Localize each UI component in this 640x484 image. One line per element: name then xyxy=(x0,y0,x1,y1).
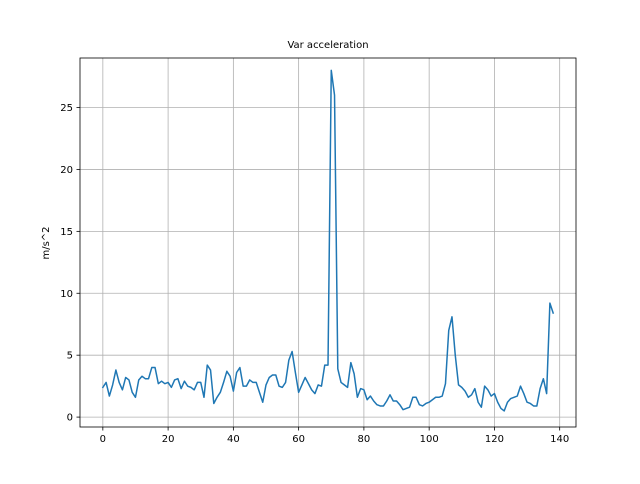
x-tick-label-40: 40 xyxy=(227,434,240,445)
y-tick-label-15: 15 xyxy=(60,227,73,238)
x-axis: 0 20 40 60 80 100 120 140 xyxy=(100,427,569,445)
y-axis: 0 5 10 15 20 25 xyxy=(60,103,80,424)
chart-title: Var acceleration xyxy=(287,40,368,51)
series-line-0 xyxy=(101,69,555,412)
x-tick-label-20: 20 xyxy=(162,434,175,445)
y-tick-label-20: 20 xyxy=(60,165,73,176)
x-tick-label-80: 80 xyxy=(358,434,371,445)
y-tick-label-10: 10 xyxy=(60,289,73,300)
plot-frame xyxy=(79,57,577,428)
series-layer xyxy=(101,69,555,412)
x-tick-label-120: 120 xyxy=(485,434,504,445)
x-tick-label-60: 60 xyxy=(292,434,305,445)
grid-layer xyxy=(80,58,576,427)
y-tick-label-0: 0 xyxy=(67,413,73,424)
y-tick-label-5: 5 xyxy=(67,351,73,362)
y-axis-label: m/s^2 xyxy=(41,226,52,259)
x-tick-label-0: 0 xyxy=(100,434,106,445)
y-tick-label-25: 25 xyxy=(60,103,73,114)
x-tick-label-100: 100 xyxy=(420,434,439,445)
x-tick-label-140: 140 xyxy=(550,434,569,445)
